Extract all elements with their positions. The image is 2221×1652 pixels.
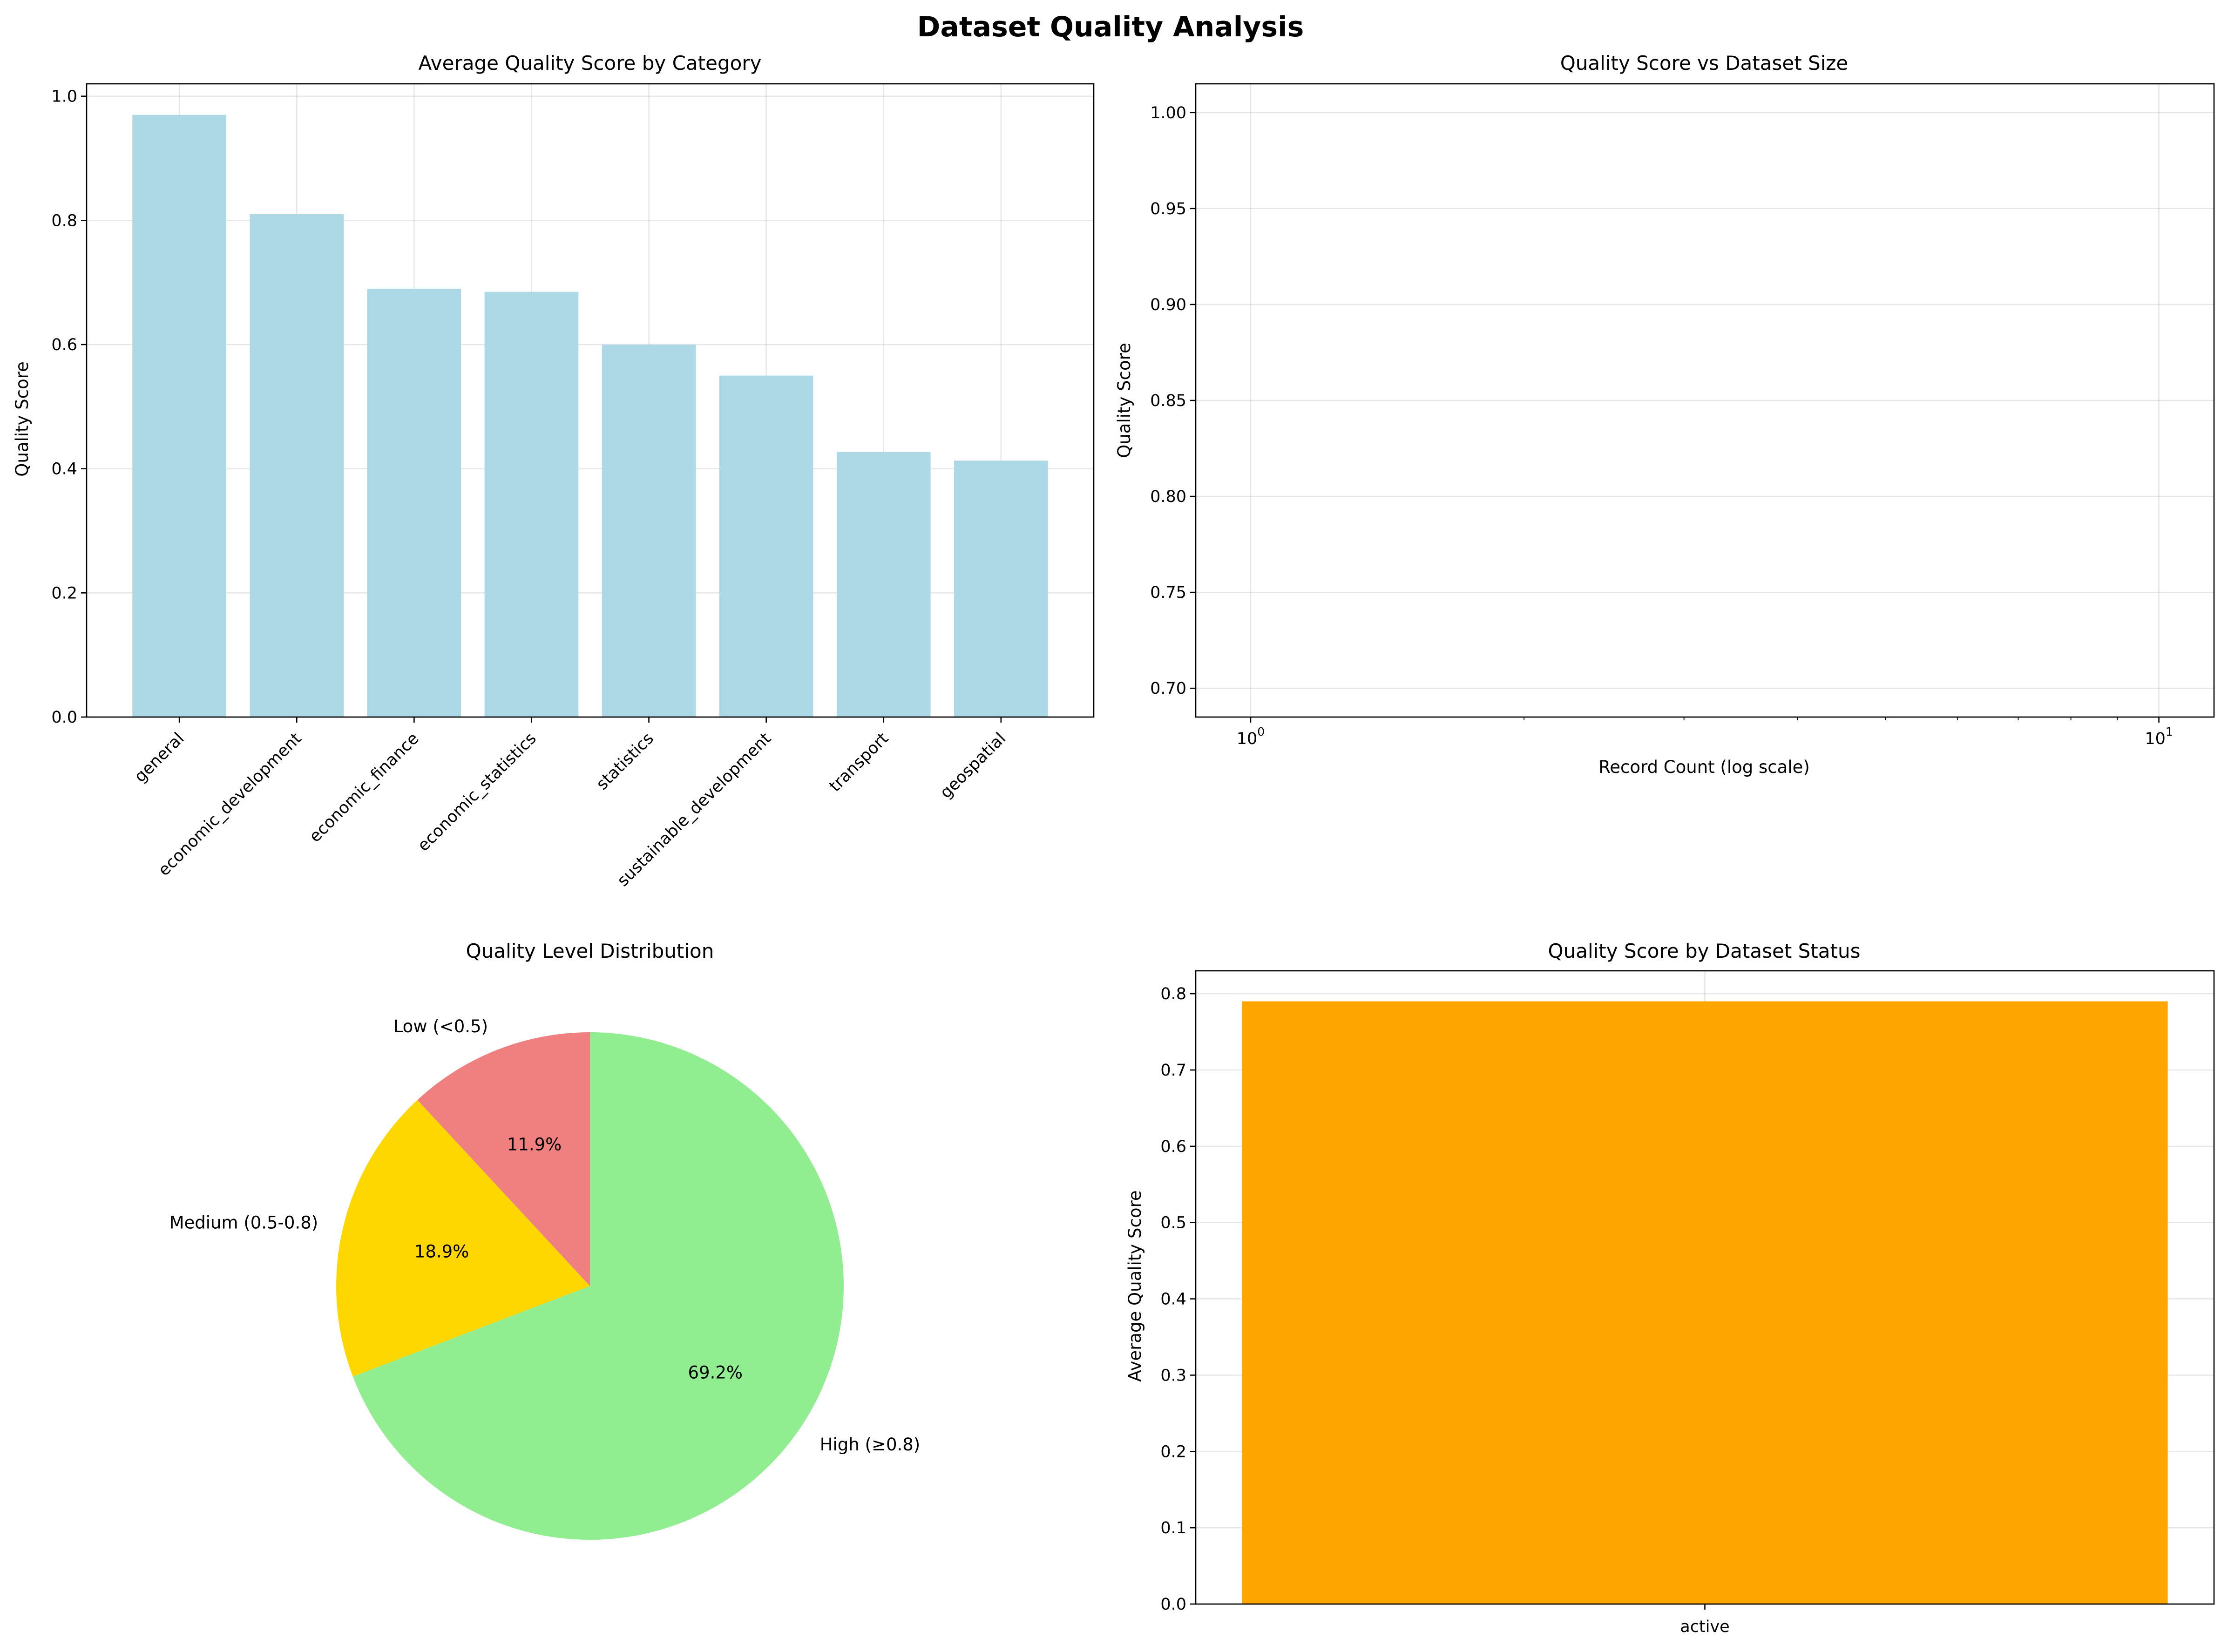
category-chart-x-tick-label: transport: [826, 729, 892, 796]
quality-level-pie-chart: Quality Level Distribution 69.2% High (≥0…: [169, 940, 921, 1540]
pie-slice-label: Low (<0.5): [393, 1016, 488, 1036]
scatter-chart-grid: [1196, 84, 2214, 717]
category-chart-bar: [954, 460, 1048, 717]
category-chart-bar: [484, 291, 579, 717]
pie-slice-percent: 11.9%: [507, 1135, 562, 1155]
status-chart-y-ticks: 0.0 0.1 0.2 0.3 0.4 0.5 0.6 0.7 0.8: [1160, 985, 1196, 1614]
scatter-chart-y-tick-label: 0.75: [1150, 583, 1186, 602]
category-chart-bar: [250, 214, 344, 717]
pie-chart-title: Quality Level Distribution: [466, 940, 714, 962]
status-chart-y-tick-label: 0.0: [1160, 1595, 1186, 1614]
status-chart-title: Quality Score by Dataset Status: [1548, 940, 1861, 962]
category-chart-y-tick-label: 0.4: [51, 460, 77, 479]
status-chart-frame: [1195, 970, 2215, 1605]
status-chart-y-tick-label: 0.3: [1160, 1366, 1186, 1385]
scatter-chart-x-tick-label: 100: [1237, 725, 1265, 748]
status-chart-x-ticks: active: [1680, 1604, 1730, 1636]
pie-slice-label: High (≥0.8): [820, 1435, 921, 1455]
category-chart-y-tick-label: 0.6: [51, 336, 77, 354]
pie-slice: [417, 1032, 590, 1286]
scatter-chart-title: Quality Score vs Dataset Size: [1560, 52, 1849, 74]
scatter-chart-xlabel: Record Count (log scale): [1598, 757, 1810, 777]
scatter-chart-x-ticks: 100 101: [1237, 717, 2173, 748]
scatter-chart-y-tick-label: 0.95: [1150, 200, 1186, 218]
category-chart-y-tick-label: 0.0: [51, 708, 77, 727]
pie-slices: [336, 1032, 844, 1540]
status-chart-ylabel: Average Quality Score: [1125, 1190, 1145, 1381]
category-chart-x-tick-label: general: [131, 729, 188, 786]
scatter-chart-frame: [1195, 83, 2215, 718]
pie-slice: [352, 1032, 844, 1540]
category-chart-title: Average Quality Score by Category: [419, 52, 762, 74]
scatter-chart-y-tick-label: 0.80: [1150, 487, 1186, 506]
category-bar-chart: Average Quality Score by Category Qualit…: [12, 52, 1095, 890]
status-chart-y-tick-label: 0.5: [1160, 1214, 1186, 1232]
scatter-chart-x-tick-label: 101: [2145, 725, 2173, 748]
pie-slice-percent: 69.2%: [688, 1362, 743, 1382]
category-chart-bar: [836, 452, 931, 717]
category-chart-x-tick-label: economic_finance: [306, 729, 423, 846]
category-chart-x-tick-label: economic_statistics: [414, 729, 540, 855]
category-chart-grid: [87, 84, 1094, 718]
category-chart-bar: [367, 289, 461, 717]
category-chart-frame: [86, 83, 1095, 718]
pie-slice: [336, 1100, 590, 1377]
status-chart-y-tick-label: 0.1: [1160, 1519, 1186, 1537]
category-chart-x-tick-label: geospatial: [936, 729, 1009, 802]
category-chart-y-ticks: 0.0 0.2 0.4 0.6 0.8 1.0: [51, 88, 87, 727]
category-chart-bar: [132, 115, 226, 718]
scatter-chart-y-tick-label: 0.85: [1150, 392, 1186, 410]
pie-slice-percent: 18.9%: [414, 1242, 469, 1262]
category-chart-y-tick-label: 0.8: [51, 211, 77, 230]
size-scatter-chart: Quality Score vs Dataset Size Quality Sc…: [1114, 52, 2215, 777]
scatter-chart-y-tick-label: 0.90: [1150, 296, 1186, 314]
category-chart-y-tick-label: 1.0: [51, 88, 77, 106]
category-chart-y-tick-label: 0.2: [51, 584, 77, 603]
category-chart-bar: [602, 345, 696, 717]
scatter-chart-y-ticks: 0.70 0.75 0.80 0.85 0.90 0.95 1.00: [1150, 104, 1196, 698]
status-chart-y-tick-label: 0.6: [1160, 1137, 1186, 1156]
category-chart-ylabel: Quality Score: [12, 361, 32, 477]
status-chart-y-tick-label: 0.4: [1160, 1290, 1186, 1309]
status-chart-bar: [1242, 1001, 2168, 1604]
category-chart-x-tick-label: statistics: [593, 729, 657, 794]
category-chart-bar: [719, 375, 813, 717]
status-chart-y-tick-label: 0.2: [1160, 1442, 1186, 1461]
category-chart-bars: [132, 115, 1048, 718]
scatter-chart-y-tick-label: 0.70: [1150, 679, 1186, 698]
status-chart-x-tick-label: active: [1680, 1618, 1729, 1636]
figure-title: Dataset Quality Analysis: [917, 11, 1304, 43]
status-chart-y-tick-label: 0.8: [1160, 985, 1186, 1003]
pie-slice-label: Medium (0.5-0.8): [169, 1213, 318, 1233]
status-chart-y-tick-label: 0.7: [1160, 1061, 1186, 1080]
pie-labels: 69.2% High (≥0.8) 18.9% Medium (0.5-0.8) 11.…: [169, 1016, 921, 1455]
status-chart-bars: [1242, 1001, 2168, 1604]
status-bar-chart: Quality Score by Dataset Status Average …: [1125, 940, 2215, 1636]
scatter-chart-y-tick-label: 1.00: [1150, 104, 1186, 122]
scatter-chart-ylabel: Quality Score: [1114, 343, 1134, 458]
